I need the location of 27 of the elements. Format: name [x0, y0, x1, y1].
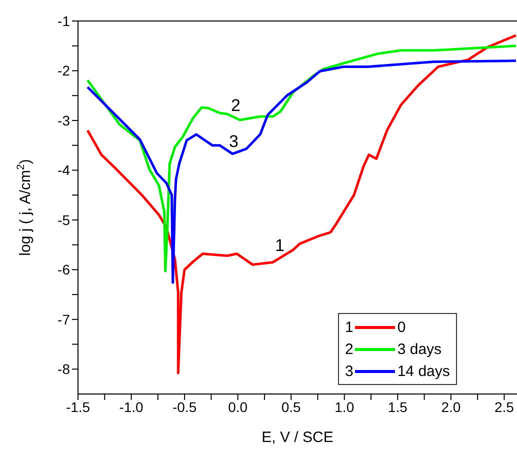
legend-label: 3 days [397, 340, 442, 358]
text: 3 [345, 362, 354, 380]
y-tick-label: -6 [58, 262, 70, 278]
x-tick-label: 2.5 [494, 398, 514, 415]
text: 2 [345, 340, 354, 358]
y-tick-label: -8 [58, 361, 70, 378]
y-tick-label: -5 [58, 212, 70, 228]
y-tick-label: -1 [58, 12, 70, 29]
x-tick-label: -1.0 [119, 398, 144, 415]
annotation: 1 [275, 236, 284, 256]
annotation: 3 [229, 132, 238, 152]
legend-label: 0 [397, 318, 406, 336]
x-tick-label: 2.0 [441, 398, 461, 415]
x-tick-label: 0.5 [281, 398, 302, 415]
x-tick-label: -1.5 [66, 398, 90, 415]
y-tick-label: -2 [58, 62, 70, 79]
x-axis-title: E, V / SCE [262, 429, 334, 446]
y-tick-label: -3 [58, 112, 70, 128]
x-tick-label: 0.0 [228, 398, 248, 415]
x-tick-label: -0.5 [172, 398, 197, 415]
text: 1 [345, 318, 354, 336]
x-tick-label: 1.5 [388, 398, 408, 415]
legend-label: 14 days [397, 362, 450, 380]
annotation: 2 [231, 96, 240, 116]
x-tick-label: 1.0 [334, 398, 354, 415]
y-tick-label: -7 [58, 311, 70, 328]
y-tick-label: -4 [58, 162, 70, 178]
